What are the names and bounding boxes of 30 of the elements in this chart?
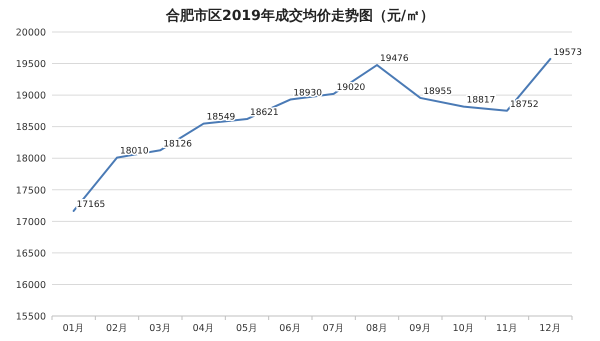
data-label: 18930 (293, 88, 322, 99)
y-tick-label: 19000 (16, 90, 46, 102)
y-tick-label: 15500 (16, 312, 46, 322)
x-tick-label: 01月 (62, 323, 85, 334)
y-tick-label: 18000 (16, 154, 46, 165)
x-tick-label: 04月 (192, 323, 215, 334)
chart-title: 合肥市区2019年成交均价走势图（元/㎡） (164, 7, 434, 24)
x-tick-label: 03月 (149, 323, 172, 334)
y-tick-label: 16000 (16, 280, 46, 291)
y-tick-label: 19500 (16, 59, 46, 70)
data-label: 18010 (120, 146, 149, 157)
y-tick-label: 20000 (16, 28, 46, 38)
y-tick-label: 18500 (16, 122, 46, 134)
data-label: 19476 (380, 54, 409, 64)
x-tick-label: 05月 (236, 323, 258, 334)
x-tick-label: 07月 (322, 323, 345, 334)
x-tick-label: 06月 (279, 323, 302, 334)
y-tick-label: 17500 (16, 185, 46, 196)
y-tick-label: 16500 (16, 248, 46, 260)
data-label: 18549 (206, 112, 236, 123)
data-label: 18955 (423, 86, 452, 97)
x-tick-label: 02月 (106, 323, 128, 334)
data-label: 18817 (466, 96, 496, 106)
x-tick-label: 08月 (366, 323, 388, 334)
x-tick-label: 09月 (409, 323, 432, 334)
x-tick-label: 10月 (452, 323, 475, 334)
x-tick-label: 11月 (496, 323, 518, 334)
x-tick-label: 12月 (539, 323, 562, 334)
data-label: 19573 (553, 48, 582, 58)
y-tick-label: 17000 (16, 216, 46, 228)
